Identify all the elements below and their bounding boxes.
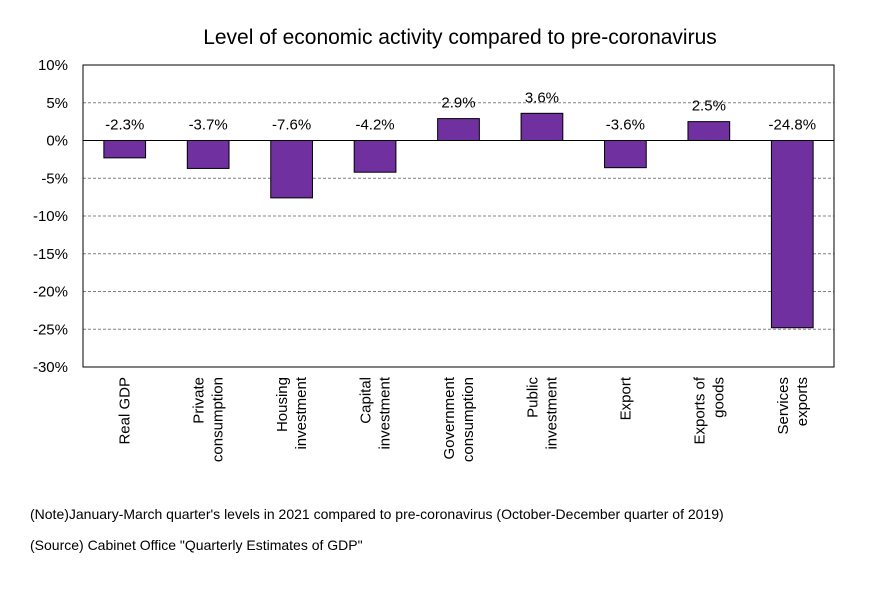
bar (687, 121, 731, 141)
x-axis-category-labels: Real GDP Private consumption Housing investm… (117, 376, 811, 462)
x-category-label-line: Government (441, 376, 458, 459)
y-tick-label: 5% (46, 95, 68, 112)
x-category-label: Services exports (775, 377, 811, 435)
data-label: -3.6% (606, 117, 645, 134)
y-tick-label: -15% (33, 246, 68, 263)
y-tick-label: -25% (33, 321, 68, 338)
bar (770, 140, 814, 329)
x-category-label-line: investment (293, 376, 310, 449)
x-category-label-line: Exports of (691, 376, 708, 444)
bar (520, 112, 564, 141)
plot-area-frame (82, 64, 835, 368)
x-category-label: Capital investment (358, 376, 394, 449)
y-axis-tick-labels: 10% 5% 0% -5% -10% -15% -20% -25% -30% (33, 57, 68, 376)
bar-chart: Level of economic activity compared to p… (33, 26, 835, 462)
y-tick-label: -10% (33, 208, 68, 225)
data-label: -4.2% (355, 117, 394, 134)
x-category-label-line: Public (524, 377, 541, 418)
x-category-label-line: Services (775, 377, 792, 435)
x-category-label-line: Real GDP (117, 377, 134, 445)
bar (353, 140, 397, 173)
x-category-label: Exports of goods (691, 376, 727, 444)
bar (437, 118, 480, 142)
data-labels: -2.3% -3.7% -7.6% -4.2% 2.9% 3.6% -3.6% 2.5% -24… (105, 89, 816, 133)
x-category-label: Government consumption (441, 376, 477, 462)
data-label: -24.8% (769, 117, 817, 134)
bar (103, 140, 147, 159)
x-category-label-line: Capital (358, 377, 375, 424)
chart-title: Level of economic activity compared to p… (203, 26, 717, 49)
x-category-label-line: investment (377, 376, 394, 449)
x-category-label: Public investment (524, 376, 560, 449)
y-tick-label: 0% (46, 133, 68, 150)
y-tick-label: -5% (41, 170, 68, 187)
data-label: 3.6% (525, 89, 559, 106)
y-tick-label: 10% (38, 57, 68, 74)
x-category-label: Private consumption (191, 377, 227, 462)
footnote: (Note)January-March quarter's levels in … (30, 506, 724, 522)
bar (604, 140, 647, 169)
bar (270, 140, 313, 199)
x-category-label-line: goods (710, 377, 727, 418)
bar (186, 140, 230, 169)
x-category-label: Export (617, 376, 634, 420)
y-tick-label: -20% (33, 284, 68, 301)
y-tick-label: -30% (33, 359, 68, 376)
x-category-label: Real GDP (117, 377, 134, 445)
data-label: 2.9% (441, 95, 475, 112)
x-category-label-line: Housing (274, 377, 291, 432)
x-category-label-line: Export (617, 376, 634, 420)
x-category-label-line: investment (543, 376, 560, 449)
x-category-label-line: exports (794, 377, 811, 426)
x-category-label: Housing investment (274, 376, 310, 449)
x-category-label-line: consumption (460, 377, 477, 462)
x-category-label-line: consumption (210, 377, 227, 462)
bars (103, 112, 814, 329)
data-label: -3.7% (189, 117, 228, 134)
data-label: 2.5% (692, 98, 726, 115)
data-label: -7.6% (272, 117, 311, 134)
x-category-label-line: Private (191, 377, 208, 424)
data-label: -2.3% (105, 117, 144, 134)
source-note: (Source) Cabinet Office "Quarterly Estim… (30, 537, 363, 553)
